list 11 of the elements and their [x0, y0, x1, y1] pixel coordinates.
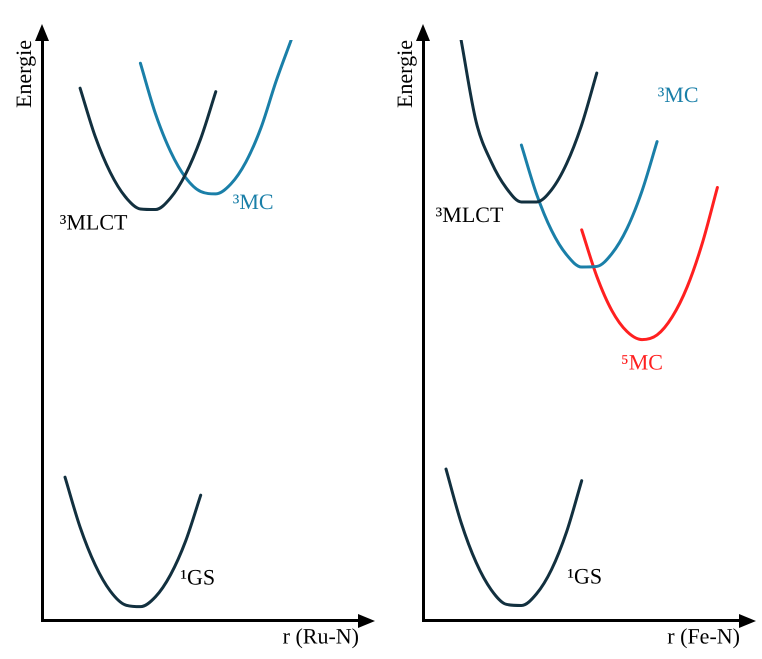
series-label: ³MLCT	[436, 202, 504, 227]
series-label: ¹GS	[567, 564, 602, 589]
x-axis-title: r (Fe-N)	[667, 624, 740, 649]
y-axis-title: Energie	[392, 40, 417, 108]
series-label: ¹GS	[180, 564, 216, 590]
y-axis-title: Energie	[10, 40, 36, 108]
series-label: ³MC	[658, 82, 699, 108]
series-label: ⁵MC	[621, 350, 663, 375]
series-label: ³MLCT	[60, 210, 128, 235]
series-label: ³MC	[232, 188, 274, 214]
x-axis-title: r (Ru-N)	[282, 624, 359, 649]
